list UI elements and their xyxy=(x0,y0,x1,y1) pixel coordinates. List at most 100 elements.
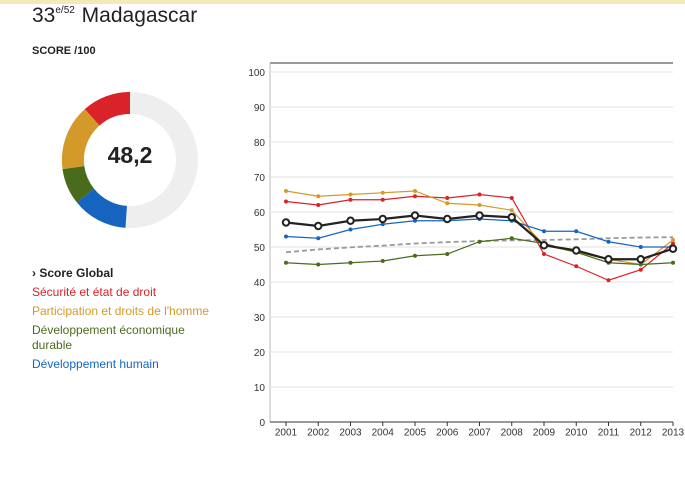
data-point-securite-et-etat-de-droit xyxy=(638,267,643,272)
data-point-score-global xyxy=(378,214,387,224)
data-point-securite-et-etat-de-droit xyxy=(445,196,450,200)
data-point-securite-et-etat-de-droit xyxy=(477,192,482,197)
x-tick-label: 2003 xyxy=(339,427,362,438)
y-tick-label: 0 xyxy=(259,418,265,429)
y-tick-label: 20 xyxy=(254,348,266,359)
series-line-participation-et-droits-de-l-homme xyxy=(285,190,674,266)
data-point-developpement-humain xyxy=(348,227,353,232)
data-point-securite-et-etat-de-droit xyxy=(284,199,288,204)
data-point-developpement-humain xyxy=(316,236,321,241)
top-rule xyxy=(0,0,685,4)
data-point-participation-et-droits-de-l-homme xyxy=(445,201,450,206)
legend-label: Score Global xyxy=(39,266,114,280)
data-point-developpement-humain xyxy=(284,234,288,239)
data-point-securite-et-etat-de-droit xyxy=(348,197,353,202)
y-tick-label: 10 xyxy=(254,383,266,394)
data-point-securite-et-etat-de-droit xyxy=(509,196,514,200)
data-point-participation-et-droits-de-l-homme xyxy=(477,203,482,207)
rank-suffix: e/52 xyxy=(55,5,75,16)
page-title: 33e/52 Madagascar xyxy=(32,4,197,28)
data-point-developpement-economique-durable xyxy=(380,259,385,263)
x-tick-label: 2007 xyxy=(468,427,491,438)
data-point-participation-et-droits-de-l-homme xyxy=(284,189,288,193)
series-line-moyenne xyxy=(285,236,674,254)
x-tick-label: 2012 xyxy=(630,427,653,438)
data-point-score-global xyxy=(604,255,613,264)
data-point-score-global xyxy=(410,211,420,220)
x-tick-label: 2006 xyxy=(436,427,459,438)
data-point-developpement-economique-durable xyxy=(671,260,675,265)
x-tick-label: 2009 xyxy=(533,427,556,438)
data-point-score-global xyxy=(572,246,581,255)
y-tick-label: 70 xyxy=(254,173,266,184)
data-point-score-global xyxy=(314,221,323,231)
y-tick-label: 100 xyxy=(248,68,265,79)
data-point-securite-et-etat-de-droit xyxy=(542,252,546,256)
data-point-participation-et-droits-de-l-homme xyxy=(316,194,321,199)
data-point-score-global xyxy=(539,241,549,250)
data-point-score-global xyxy=(443,214,452,224)
x-tick-label: 2001 xyxy=(275,427,298,438)
x-tick-label: 2002 xyxy=(307,427,330,438)
chevron-right-icon: › xyxy=(32,266,36,280)
y-tick-label: 60 xyxy=(254,208,266,219)
x-tick-label: 2005 xyxy=(404,427,427,438)
x-tick-label: 2011 xyxy=(598,427,620,438)
center-score: 48,2 xyxy=(107,142,153,168)
data-point-developpement-humain xyxy=(606,239,611,244)
data-point-developpement-economique-durable xyxy=(638,262,643,267)
data-point-developpement-economique-durable xyxy=(413,253,417,258)
country-name: Madagascar xyxy=(81,4,198,27)
x-tick-label: 2008 xyxy=(501,427,524,438)
donut-segment-humain xyxy=(76,188,128,228)
data-point-developpement-economique-durable xyxy=(477,239,482,244)
donut-segment-participation xyxy=(62,109,100,170)
data-point-securite-et-etat-de-droit xyxy=(574,264,579,269)
x-tick-label: 2013 xyxy=(662,427,685,438)
y-tick-label: 40 xyxy=(254,278,266,289)
data-point-securite-et-etat-de-droit xyxy=(413,194,417,199)
data-point-securite-et-etat-de-droit xyxy=(606,278,611,283)
data-point-score-global xyxy=(346,216,355,225)
data-point-securite-et-etat-de-droit xyxy=(316,203,321,207)
data-point-developpement-economique-durable xyxy=(284,260,288,265)
data-point-developpement-humain xyxy=(380,222,385,227)
data-point-participation-et-droits-de-l-homme xyxy=(348,192,353,197)
data-point-score-global xyxy=(636,255,645,264)
legend-item-economique[interactable]: Développement économique durable xyxy=(32,323,185,352)
data-point-score-global xyxy=(668,244,678,253)
y-tick-label: 50 xyxy=(254,243,266,254)
y-tick-label: 80 xyxy=(254,138,266,149)
data-point-participation-et-droits-de-l-homme xyxy=(413,189,417,193)
data-point-score-global xyxy=(475,211,484,220)
x-tick-label: 2004 xyxy=(372,427,395,438)
legend-item-score-global[interactable]: › Score Global xyxy=(32,266,212,281)
legend-item-humain[interactable]: Développement humain xyxy=(32,357,159,371)
data-point-developpement-economique-durable xyxy=(445,252,450,256)
data-point-developpement-humain xyxy=(542,229,546,234)
data-point-score-global xyxy=(507,213,516,222)
data-point-securite-et-etat-de-droit xyxy=(380,197,385,202)
data-point-securite-et-etat-de-droit xyxy=(671,241,675,246)
data-point-developpement-economique-durable xyxy=(509,236,514,241)
data-point-developpement-economique-durable xyxy=(348,260,353,265)
donut-segment-securite xyxy=(84,92,131,126)
data-point-developpement-humain xyxy=(413,218,417,223)
score-label: SCORE /100 xyxy=(32,45,96,57)
data-point-participation-et-droits-de-l-homme xyxy=(380,190,385,195)
donut-segment-economique xyxy=(62,165,95,203)
score-donut xyxy=(62,92,198,228)
data-point-developpement-economique-durable xyxy=(316,262,321,267)
rank-number: 33 xyxy=(32,4,56,27)
data-point-participation-et-droits-de-l-homme xyxy=(671,238,675,242)
data-point-participation-et-droits-de-l-homme xyxy=(509,208,514,213)
y-tick-label: 30 xyxy=(254,313,266,324)
data-point-score-global xyxy=(281,218,291,227)
legend-item-participation[interactable]: Participation et droits de l'homme xyxy=(32,304,210,318)
legend-item-securite[interactable]: Sécurité et état de droit xyxy=(32,285,157,299)
data-point-developpement-humain xyxy=(638,245,643,249)
y-tick-label: 90 xyxy=(254,103,266,114)
legend: › Score Global Sécurité et état de droit… xyxy=(32,266,212,376)
data-point-developpement-humain xyxy=(574,229,579,234)
